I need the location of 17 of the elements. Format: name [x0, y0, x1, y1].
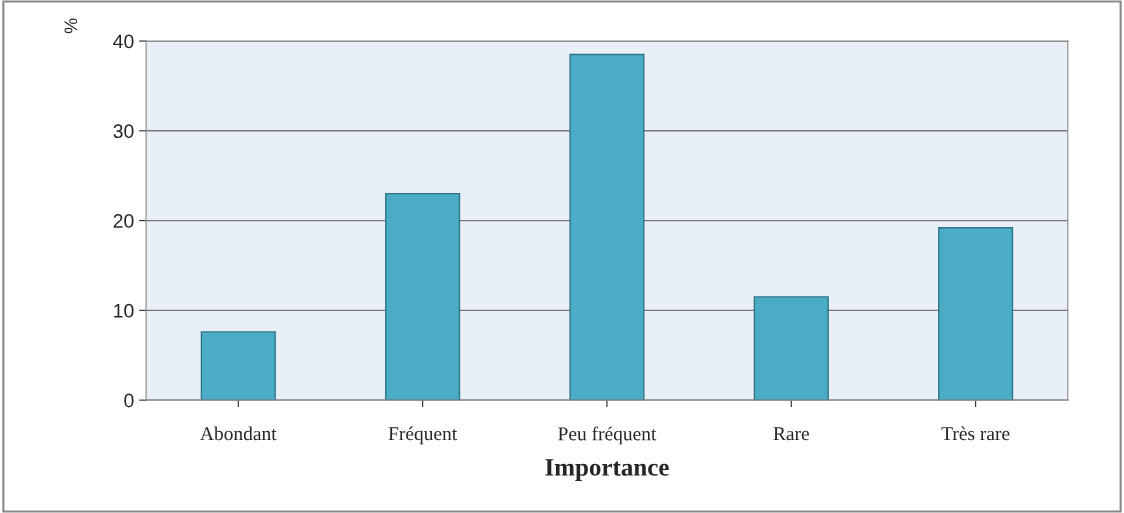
x-tick-label: Peu fréquent [558, 426, 657, 445]
y-tick-label: 30 [113, 124, 134, 139]
y-axis-title: % [64, 18, 78, 34]
bar [753, 296, 829, 401]
x-tick-label: Abondant [200, 426, 277, 441]
x-tick-label: Rare [773, 427, 809, 441]
y-tick-label: 20 [113, 214, 134, 228]
x-tick-label: Très rare [941, 426, 1010, 441]
bar [385, 192, 461, 401]
x-tick-label: Fréquent [388, 426, 458, 445]
y-tick-label: 10 [114, 303, 134, 318]
bar [938, 227, 1014, 401]
bar [569, 53, 645, 401]
bar [200, 331, 276, 401]
x-axis-title: Importance [545, 459, 669, 481]
y-tick-label: 40 [113, 34, 134, 49]
y-tick-label: 0 [124, 393, 134, 408]
